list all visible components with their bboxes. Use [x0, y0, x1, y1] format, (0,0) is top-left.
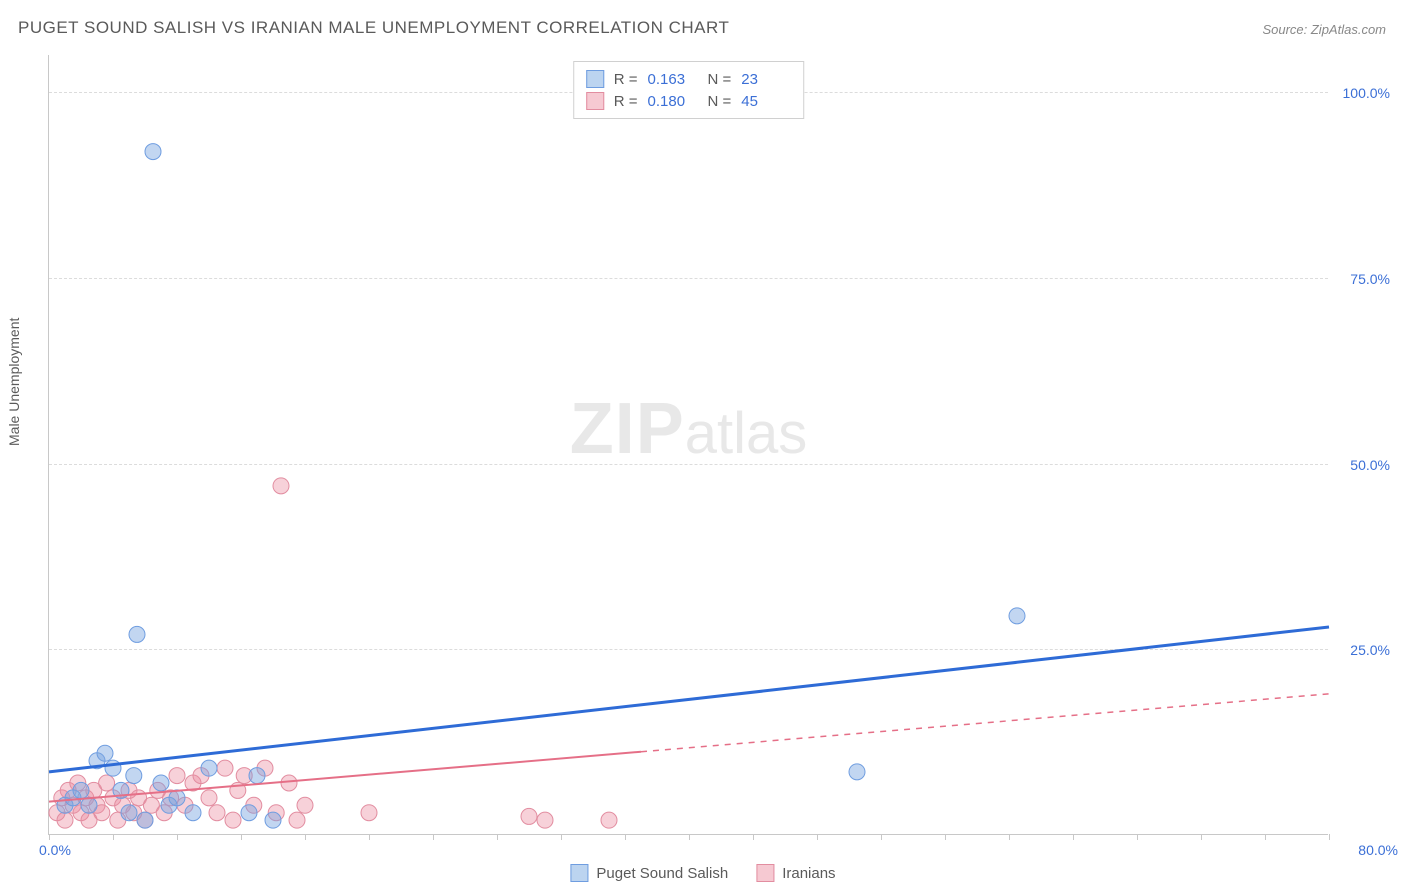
- x-tick: [1265, 834, 1266, 840]
- series-salish-points: [57, 144, 1025, 829]
- data-point: [201, 790, 217, 806]
- x-tick: [369, 834, 370, 840]
- x-tick: [497, 834, 498, 840]
- y-axis-label: Male Unemployment: [6, 318, 22, 446]
- data-point: [145, 144, 161, 160]
- data-point: [201, 760, 217, 776]
- n-value-salish: 23: [741, 71, 791, 88]
- data-point: [121, 805, 137, 821]
- y-tick-label: 50.0%: [1350, 457, 1390, 473]
- data-point: [185, 805, 201, 821]
- data-point: [241, 805, 257, 821]
- y-tick-label: 100.0%: [1343, 85, 1390, 101]
- trend-line-dashed: [641, 694, 1329, 752]
- data-point: [209, 805, 225, 821]
- r-label: R =: [614, 71, 638, 88]
- trend-line: [49, 627, 1329, 772]
- swatch-iranians: [586, 92, 604, 110]
- data-point: [521, 808, 537, 824]
- data-point: [1009, 608, 1025, 624]
- data-point: [153, 775, 169, 791]
- x-tick: [561, 834, 562, 840]
- legend-series: Puget Sound Salish Iranians: [570, 864, 835, 882]
- chart-svg: [49, 55, 1328, 834]
- y-tick-label: 75.0%: [1350, 271, 1390, 287]
- data-point: [225, 812, 241, 828]
- x-tick: [113, 834, 114, 840]
- data-point: [273, 478, 289, 494]
- data-point: [99, 775, 115, 791]
- x-tick: [753, 834, 754, 840]
- swatch-iranians: [756, 864, 774, 882]
- data-point: [217, 760, 233, 776]
- legend-row-salish: R = 0.163 N = 23: [586, 68, 792, 90]
- legend-label-iranians: Iranians: [782, 865, 835, 882]
- data-point: [849, 764, 865, 780]
- data-point: [361, 805, 377, 821]
- x-origin-label: 0.0%: [39, 842, 71, 858]
- x-tick: [945, 834, 946, 840]
- x-tick: [817, 834, 818, 840]
- x-tick: [689, 834, 690, 840]
- x-tick: [1137, 834, 1138, 840]
- data-point: [169, 768, 185, 784]
- plot-area: ZIPatlas 25.0%50.0%75.0%100.0% 0.0% 80.0…: [48, 55, 1328, 835]
- x-tick: [433, 834, 434, 840]
- r-label: R =: [614, 93, 638, 110]
- data-point: [129, 626, 145, 642]
- x-tick: [49, 834, 50, 840]
- data-point: [249, 768, 265, 784]
- x-max-label: 80.0%: [1358, 842, 1398, 858]
- n-label: N =: [708, 71, 732, 88]
- x-tick: [1201, 834, 1202, 840]
- x-tick: [241, 834, 242, 840]
- x-tick: [625, 834, 626, 840]
- r-value-salish: 0.163: [648, 71, 698, 88]
- data-point: [265, 812, 281, 828]
- data-point: [601, 812, 617, 828]
- x-tick: [305, 834, 306, 840]
- n-label: N =: [708, 93, 732, 110]
- n-value-iranians: 45: [741, 93, 791, 110]
- data-point: [297, 797, 313, 813]
- data-point: [281, 775, 297, 791]
- data-point: [81, 797, 97, 813]
- data-point: [57, 812, 73, 828]
- data-point: [126, 768, 142, 784]
- legend-item-iranians: Iranians: [756, 864, 835, 882]
- legend-row-iranians: R = 0.180 N = 45: [586, 90, 792, 112]
- x-tick: [1073, 834, 1074, 840]
- chart-title: PUGET SOUND SALISH VS IRANIAN MALE UNEMP…: [18, 18, 729, 38]
- legend-correlation: R = 0.163 N = 23 R = 0.180 N = 45: [573, 61, 805, 119]
- swatch-salish: [570, 864, 588, 882]
- x-tick: [177, 834, 178, 840]
- legend-label-salish: Puget Sound Salish: [596, 865, 728, 882]
- data-point: [137, 812, 153, 828]
- swatch-salish: [586, 70, 604, 88]
- r-value-iranians: 0.180: [648, 93, 698, 110]
- data-point: [73, 782, 89, 798]
- x-tick: [881, 834, 882, 840]
- data-point: [97, 745, 113, 761]
- data-point: [537, 812, 553, 828]
- x-tick: [1009, 834, 1010, 840]
- x-tick: [1329, 834, 1330, 840]
- legend-item-salish: Puget Sound Salish: [570, 864, 728, 882]
- source-attribution: Source: ZipAtlas.com: [1262, 22, 1386, 37]
- y-tick-label: 25.0%: [1350, 642, 1390, 658]
- data-point: [289, 812, 305, 828]
